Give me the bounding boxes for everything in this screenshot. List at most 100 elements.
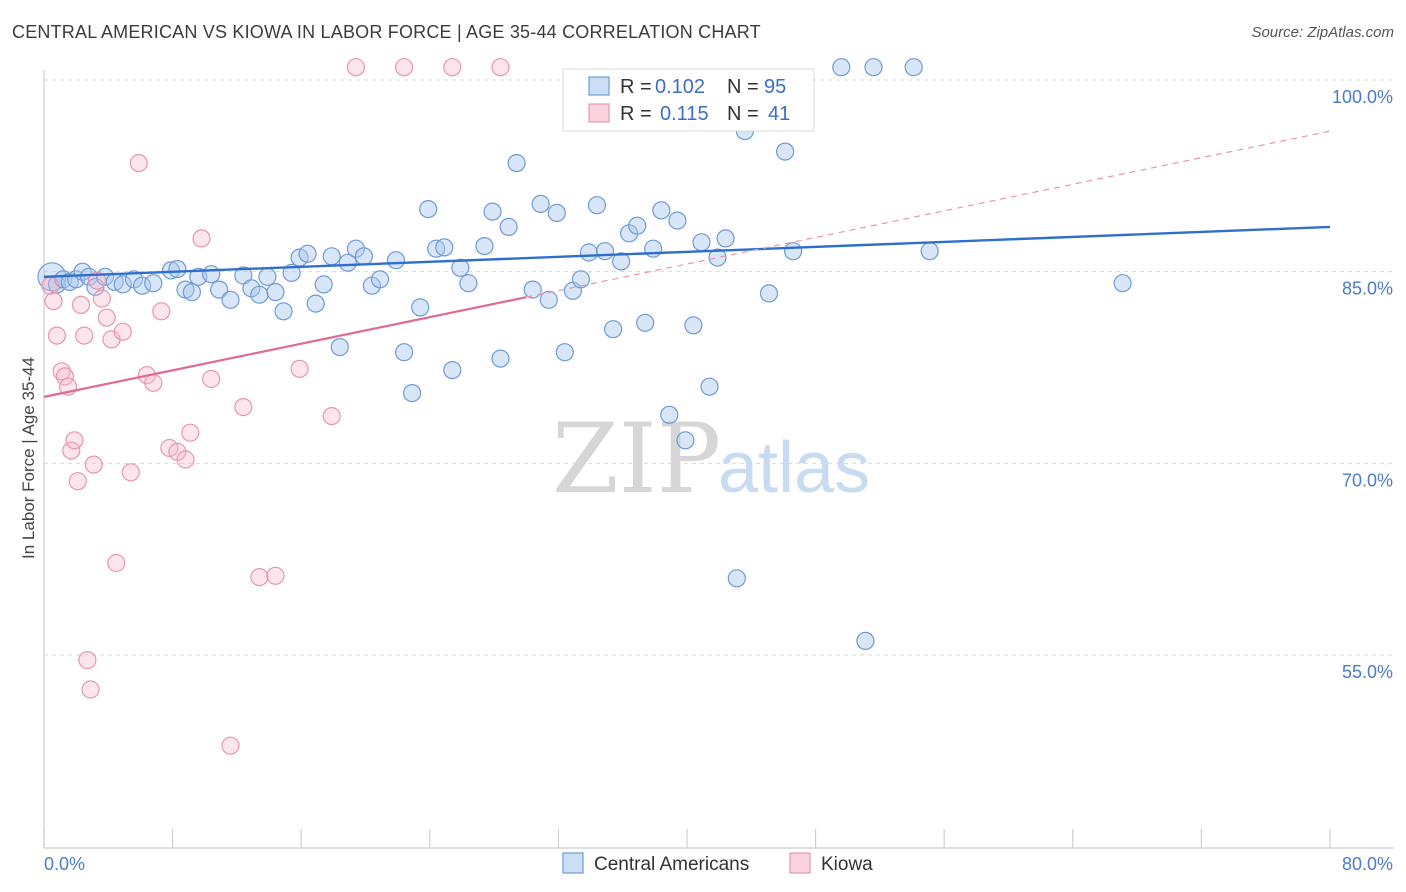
point-kiowa-2 [47, 326, 67, 345]
legend-n-value-1: 95 [764, 76, 786, 98]
point-central-americans-35 [338, 253, 357, 272]
point-kiowa-20 [121, 463, 140, 482]
point-central-americans-57 [539, 290, 558, 309]
point-central-americans-76 [692, 233, 711, 252]
point-kiowa-32 [234, 398, 253, 417]
point-central-americans-80 [727, 569, 746, 588]
point-kiowa-31 [221, 736, 240, 755]
point-central-americans-12 [133, 276, 152, 295]
bottom-legend-swatch-pink [789, 852, 811, 874]
point-central-americans-56 [531, 194, 550, 213]
point-central-americans-79 [716, 229, 735, 248]
point-kiowa-27 [176, 450, 195, 469]
series-central-americans [37, 58, 1132, 651]
y-tick-label-55: 55.0% [1342, 662, 1393, 682]
legend-n-label-1: N = [727, 76, 759, 98]
y-tick-label-70: 70.0% [1342, 470, 1393, 490]
point-central-americans-53 [499, 217, 518, 236]
point-central-americans-65 [603, 320, 623, 339]
trend-line-kiowa [43, 296, 527, 398]
legend-n-value-2: 41 [768, 103, 790, 125]
legend: R = 0.102 N = 95 R = 0.115 N = 41 [562, 68, 815, 132]
point-central-americans-31 [306, 294, 325, 313]
point-kiowa-13 [84, 455, 103, 474]
point-central-americans-87 [864, 58, 883, 77]
point-central-americans-47 [443, 361, 462, 380]
point-central-americans-37 [354, 247, 373, 266]
point-central-americans-69 [636, 313, 655, 332]
point-central-americans-30 [298, 244, 317, 263]
legend-swatch-blue [588, 76, 610, 96]
point-central-americans-48 [451, 258, 470, 277]
point-central-americans-88 [904, 58, 923, 77]
point-central-americans-22 [234, 266, 253, 285]
point-central-americans-83 [775, 142, 795, 161]
bottom-legend-swatch-blue [562, 852, 584, 874]
watermark-atlas: atlas [718, 428, 870, 508]
point-kiowa-9 [71, 295, 91, 314]
point-central-americans-85 [832, 58, 851, 77]
point-central-americans-64 [595, 242, 615, 261]
legend-r-label-1: R = [620, 76, 652, 98]
point-central-americans-49 [459, 274, 478, 293]
point-kiowa-6 [62, 441, 81, 460]
x-tick-label-max: 80.0% [1342, 854, 1393, 874]
point-central-americans-82 [759, 284, 779, 303]
y-tick-label-100: 100.0% [1332, 87, 1393, 107]
trend-line-central-americans [43, 225, 1331, 278]
point-kiowa-16 [97, 308, 116, 327]
point-central-americans-71 [652, 201, 671, 220]
x-tick-label-min: 0.0% [44, 854, 85, 874]
point-kiowa-21 [129, 154, 148, 173]
point-central-americans-63 [587, 196, 607, 215]
point-central-americans-72 [660, 405, 679, 424]
point-central-americans-90 [1113, 274, 1132, 293]
point-central-americans-89 [920, 242, 939, 261]
point-central-americans-21 [221, 290, 240, 309]
point-kiowa-28 [181, 423, 200, 442]
point-central-americans-28 [282, 263, 301, 282]
point-kiowa-15 [92, 289, 112, 308]
point-kiowa-33 [250, 567, 269, 587]
point-central-americans-73 [668, 211, 687, 230]
point-central-americans-10 [113, 275, 132, 294]
point-kiowa-35 [290, 359, 309, 378]
legend-n-label-2: N = [727, 103, 759, 125]
point-kiowa-30 [202, 369, 221, 389]
point-central-americans-41 [395, 343, 414, 362]
point-central-americans-55 [523, 280, 542, 299]
chart-source: Source: ZipAtlas.com [1251, 24, 1394, 41]
point-kiowa-7 [65, 431, 84, 450]
point-central-americans-51 [483, 202, 502, 221]
point-kiowa-34 [266, 566, 285, 585]
legend-r-label-2: R = [620, 103, 652, 125]
legend-swatch-pink [588, 103, 610, 123]
point-central-americans-44 [419, 200, 438, 219]
point-central-americans-40 [386, 251, 406, 270]
point-central-americans-43 [411, 298, 430, 317]
y-axis-label: In Labor Force | Age 35-44 [19, 357, 38, 559]
y-tick-labels: 55.0% 70.0% 85.0% 100.0% [1332, 87, 1393, 682]
point-central-americans-19 [202, 265, 221, 284]
point-central-americans-32 [314, 275, 333, 294]
point-kiowa-24 [152, 302, 171, 321]
point-central-americans-42 [403, 384, 422, 403]
point-kiowa-37 [346, 58, 365, 77]
axis-layer [43, 70, 1394, 849]
point-kiowa-8 [68, 472, 87, 491]
point-central-americans-75 [684, 316, 703, 335]
point-kiowa-39 [443, 58, 462, 77]
point-central-americans-84 [783, 242, 803, 261]
chart-title: CENTRAL AMERICAN VS KIOWA IN LABOR FORCE… [12, 22, 761, 42]
point-kiowa-11 [78, 650, 97, 670]
point-central-americans-62 [579, 243, 599, 262]
point-kiowa-38 [395, 58, 414, 77]
point-central-americans-70 [644, 239, 663, 258]
point-central-americans-78 [708, 248, 727, 267]
bottom-legend: Central Americans Kiowa [562, 852, 873, 875]
point-kiowa-1 [44, 292, 63, 311]
point-central-americans-20 [210, 280, 229, 299]
point-kiowa-36 [322, 407, 341, 426]
point-central-americans-68 [628, 216, 647, 235]
